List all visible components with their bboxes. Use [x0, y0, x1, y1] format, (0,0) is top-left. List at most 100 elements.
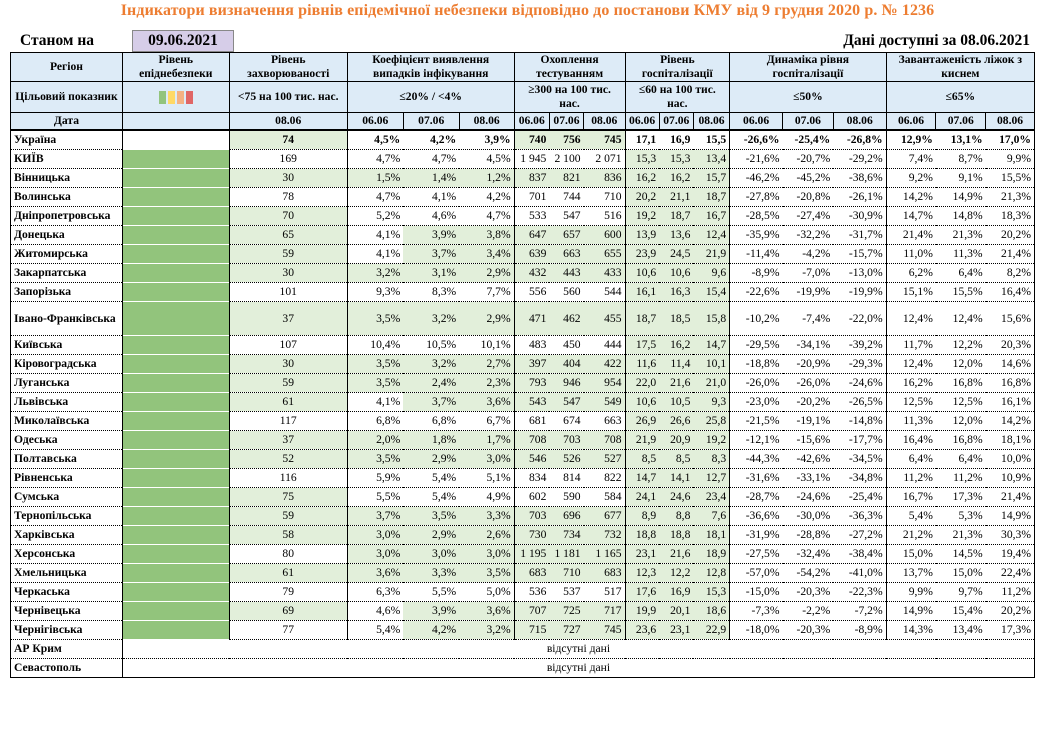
oxygen-beds-value: 11,3%: [886, 411, 936, 431]
detection-value: 5,0%: [459, 582, 515, 602]
detection-value: 3,6%: [459, 601, 515, 621]
testing-value: 527: [583, 449, 626, 469]
indicators-table: Регіон Рівень епіднебезпеки Рівень захво…: [10, 52, 1036, 678]
oxygen-beds-value: 20,2%: [985, 601, 1035, 621]
hospitalization-value: 15,3: [659, 149, 694, 169]
incidence-value: 101: [229, 282, 348, 302]
detection-value: 2,4%: [403, 373, 460, 393]
hospitalization-dynamics-value: -38,4%: [833, 544, 887, 564]
region-name: АР Крим: [10, 639, 123, 659]
hospitalization-value: 26,9: [625, 411, 660, 431]
table-row: АР Крим відсутні дані: [10, 639, 1036, 659]
level-cell: [122, 301, 230, 336]
hospitalization-dynamics-value: -34,5%: [833, 449, 887, 469]
hospitalization-value: 23,1: [659, 620, 694, 640]
table-row: Сумська 75 5,5% 5,4% 4,9% 602 590 584 24,1 24,6 23…: [10, 487, 1035, 507]
region-name: Закарпатська: [10, 263, 123, 283]
testing-value: 462: [549, 301, 584, 336]
testing-value: 657: [549, 225, 584, 245]
oxygen-beds-value: 16,4%: [985, 282, 1035, 302]
oxygen-beds-value: 12,4%: [935, 301, 986, 336]
testing-value: 696: [549, 506, 584, 526]
level-cell: [122, 354, 230, 374]
oxygen-beds-value: 11,2%: [985, 582, 1035, 602]
date-label: Дата: [10, 112, 123, 131]
level-cell: [122, 582, 230, 602]
incidence-value: 116: [229, 468, 348, 488]
level-cell: [122, 168, 230, 188]
hospitalization-value: 21,6: [659, 373, 694, 393]
region-name: Миколаївська: [10, 411, 123, 431]
detection-value: 3,3%: [403, 563, 460, 583]
testing-value: 600: [583, 225, 626, 245]
hospitalization-value: 19,2: [625, 206, 660, 226]
hospitalization-value: 21,1: [659, 187, 694, 207]
oxygen-beds-value: 21,4%: [886, 225, 936, 245]
oxygen-beds-value: 8,2%: [985, 263, 1035, 283]
hospitalization-value: 14,7: [625, 468, 660, 488]
hospitalization-dynamics-value: -34,8%: [833, 468, 887, 488]
hospitalization-value: 15,3: [625, 149, 660, 169]
oxygen-beds-value: 12,9%: [886, 129, 936, 150]
hospitalization-dynamics-value: -20,3%: [782, 620, 834, 640]
hospitalization-dynamics-value: -11,4%: [729, 244, 783, 264]
hospitalization-value: 23,1: [625, 544, 660, 564]
table-row: КИЇВ 169 4,7% 4,7% 4,5% 1 945 2 100 2 071 15,3 15…: [10, 149, 1035, 169]
testing-value: 404: [549, 354, 584, 374]
hospitalization-dynamics-value: -20,7%: [782, 149, 834, 169]
incidence-value: 78: [229, 187, 348, 207]
hospitalization-dynamics-value: -45,2%: [782, 168, 834, 188]
testing-value: 663: [549, 244, 584, 264]
region-name: Вінницька: [10, 168, 123, 188]
hospitalization-value: 10,6: [625, 392, 660, 412]
region-name: Кіровоградська: [10, 354, 123, 374]
hospitalization-dynamics-value: -26,0%: [782, 373, 834, 393]
testing-value: 450: [549, 335, 584, 355]
testing-value: 683: [514, 563, 550, 583]
oxygen-beds-value: 15,5%: [935, 282, 986, 302]
testing-value: 793: [514, 373, 550, 393]
header-level: Рівень епіднебезпеки: [121, 52, 230, 82]
oxygen-beds-value: 5,3%: [935, 506, 986, 526]
missing-data-text: відсутні дані: [122, 658, 1036, 678]
testing-value: 1 181: [549, 544, 584, 564]
detection-value: 3,0%: [347, 525, 404, 545]
testing-value: 756: [549, 129, 584, 150]
testing-value: 560: [549, 282, 584, 302]
detection-value: 3,9%: [403, 225, 460, 245]
detection-value: 2,0%: [347, 430, 404, 450]
hospitalization-dynamics-value: -26,0%: [729, 373, 783, 393]
data-available-label: Дані доступні за 08.06.2021: [843, 32, 1030, 49]
region-name: Волинська: [10, 187, 123, 207]
as-of-label: Станом на: [20, 32, 95, 49]
detection-value: 6,8%: [347, 411, 404, 431]
date-col: 06.06: [885, 112, 937, 131]
incidence-value: 58: [229, 525, 348, 545]
testing-value: 443: [549, 263, 584, 283]
testing-value: 397: [514, 354, 550, 374]
oxygen-beds-value: 19,4%: [985, 544, 1035, 564]
testing-value: 444: [583, 335, 626, 355]
testing-value: 707: [514, 601, 550, 621]
level-swatch: [185, 90, 193, 104]
oxygen-beds-value: 14,2%: [886, 187, 936, 207]
testing-value: 681: [514, 411, 550, 431]
detection-value: 4,2%: [403, 620, 460, 640]
oxygen-beds-value: 12,4%: [886, 354, 936, 374]
testing-value: 526: [549, 449, 584, 469]
incidence-value: 37: [229, 301, 348, 336]
region-name: Дніпропетровська: [10, 206, 123, 226]
incidence-value: 59: [229, 506, 348, 526]
oxygen-beds-value: 6,2%: [886, 263, 936, 283]
date-col: 07.06: [658, 112, 694, 131]
incidence-value: 74: [229, 129, 348, 150]
incidence-value: 37: [229, 430, 348, 450]
hospitalization-dynamics-value: -27,8%: [729, 187, 783, 207]
oxygen-beds-value: 12,5%: [886, 392, 936, 412]
hospitalization-dynamics-value: -34,1%: [782, 335, 834, 355]
testing-value: 744: [549, 187, 584, 207]
oxygen-beds-value: 10,0%: [985, 449, 1035, 469]
level-cell: [122, 282, 230, 302]
level-cell: [122, 263, 230, 283]
detection-value: 9,3%: [347, 282, 404, 302]
